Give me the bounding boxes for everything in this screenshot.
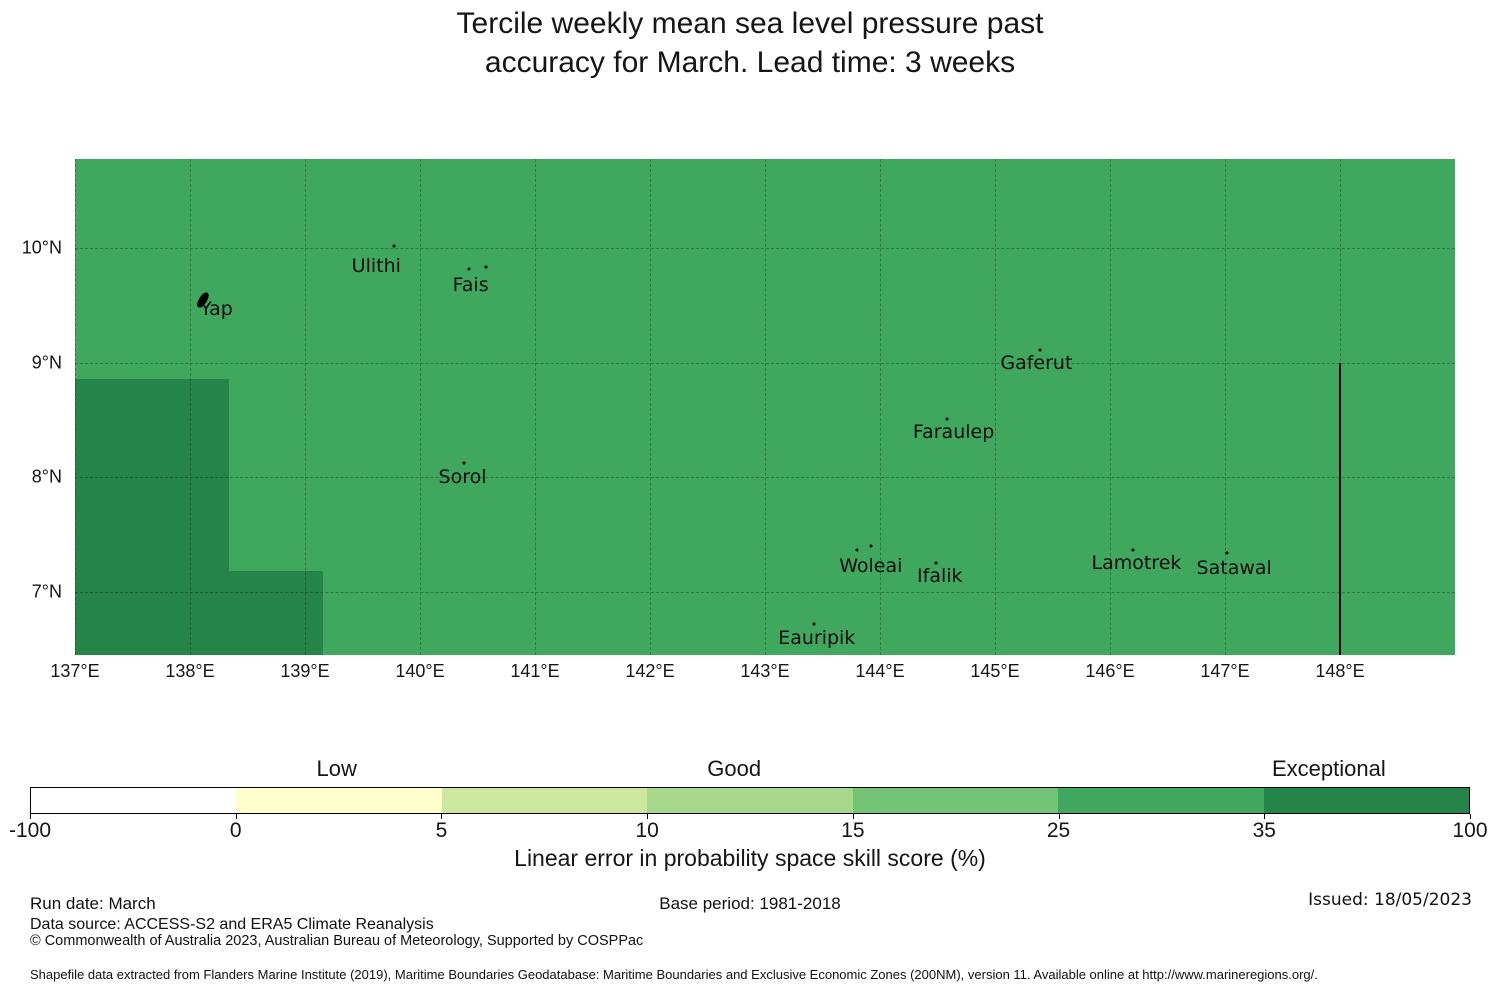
gridline-vertical — [1110, 159, 1111, 655]
gridline-horizontal — [75, 477, 1455, 479]
x-tick-label: 146°E — [1085, 661, 1135, 681]
base-period-text: Base period: 1981-2018 — [659, 894, 841, 913]
colorbar-tick — [1264, 814, 1266, 819]
gridline-vertical — [420, 159, 421, 655]
x-tick-label: 145°E — [970, 661, 1020, 681]
colorbar-tick-label: 100 — [1452, 819, 1488, 842]
page-title-line1: Tercile weekly mean sea level pressure p… — [456, 7, 1044, 40]
gridline-horizontal — [75, 362, 1455, 364]
x-tick-label: 148°E — [1315, 661, 1365, 681]
colorbar-tick-label: 5 — [435, 819, 448, 842]
colorbar-tick-label: 0 — [229, 819, 242, 842]
skill-region-high — [229, 571, 324, 655]
colorbar-tick — [647, 814, 649, 819]
colorbar-tick-label: 10 — [635, 819, 659, 842]
colorbar-segment — [1263, 788, 1469, 813]
colorbar-tick — [1058, 814, 1060, 819]
island-label: Ifalik — [917, 564, 963, 587]
colorbar-segment — [1058, 788, 1264, 813]
colorbar-segment — [852, 788, 1059, 813]
gridline-vertical — [650, 159, 651, 655]
colorbar-tick — [235, 814, 237, 819]
skill-region-high — [75, 378, 230, 655]
data-source-text: Data source: ACCESS-S2 and ERA5 Climate … — [30, 916, 434, 933]
x-tick-label: 144°E — [855, 661, 905, 681]
y-tick-label: 9°N — [31, 352, 62, 373]
island-dot — [467, 267, 471, 271]
island-dot — [812, 622, 816, 626]
y-tick-label: 10°N — [21, 237, 62, 258]
colorbar-segment — [236, 788, 442, 813]
gridline-vertical — [75, 159, 76, 655]
copyright-text: © Commonwealth of Australia 2023, Austra… — [30, 933, 644, 949]
island-dot — [484, 265, 488, 269]
island-dot — [462, 461, 466, 465]
island-dot — [855, 548, 859, 552]
colorbar-category-label: Good — [707, 756, 762, 781]
island-dot — [392, 244, 396, 248]
x-tick-label: 140°E — [395, 661, 445, 681]
colorbar-tick-label: -100 — [8, 819, 52, 842]
island-label: Ulithi — [351, 254, 401, 277]
island-dot — [869, 544, 873, 548]
page-title: Tercile weekly mean sea level pressure p… — [0, 4, 1500, 82]
gridline-vertical — [1225, 159, 1226, 655]
eez-boundary-line — [1339, 362, 1341, 655]
island-label: Fais — [452, 274, 489, 296]
gridline-vertical — [535, 159, 536, 655]
island-label: Yap — [200, 298, 233, 321]
colorbar-category-label: Exceptional — [1272, 756, 1386, 781]
gridline-vertical — [190, 159, 191, 655]
gridline-horizontal — [75, 248, 1455, 250]
colorbar-tick-label: 35 — [1252, 819, 1276, 842]
colorbar-category-label: Low — [316, 756, 357, 781]
colorbar-label: Linear error in probability space skill … — [514, 845, 986, 871]
map-area: Ulithi Fais Yap Gaferut Faraulep Sorol Woleai I… — [75, 159, 1455, 655]
x-tick-label: 142°E — [625, 661, 675, 681]
x-tick-label: 147°E — [1200, 661, 1250, 681]
y-tick-label: 8°N — [31, 466, 62, 487]
island-dot — [1131, 548, 1135, 552]
island-label: Sorol — [438, 466, 487, 489]
colorbar-tick — [441, 814, 443, 819]
gridline-vertical — [880, 159, 881, 655]
gridline-vertical — [305, 159, 306, 655]
island-label: Lamotrek — [1091, 552, 1182, 575]
x-tick-label: 138°E — [165, 661, 215, 681]
colorbar-tick-label: 15 — [841, 819, 865, 842]
colorbar-tick — [852, 814, 854, 819]
island-label: Faraulep — [912, 420, 995, 443]
gridline-vertical — [765, 159, 766, 655]
colorbar-segment — [647, 788, 853, 813]
island-dot — [945, 417, 949, 421]
shapefile-note-text: Shapefile data extracted from Flanders M… — [30, 967, 1318, 982]
y-tick-label: 7°N — [31, 581, 62, 602]
gridline-vertical — [995, 159, 996, 655]
x-tick-label: 141°E — [510, 661, 560, 681]
island-label: Eauripik — [778, 626, 856, 649]
colorbar-segment — [441, 788, 648, 813]
island-dot — [1225, 551, 1229, 555]
page-title-line2: accuracy for March. Lead time: 3 weeks — [484, 46, 1016, 79]
gridline-horizontal — [75, 591, 1455, 593]
island-dot — [1038, 348, 1042, 352]
colorbar-segment — [31, 788, 237, 813]
island-label: Woleai — [839, 554, 903, 577]
colorbar-tick-label: 25 — [1046, 819, 1071, 842]
x-tick-label: 143°E — [740, 661, 790, 681]
island-label: Satawal — [1196, 556, 1272, 579]
island-dot — [934, 561, 938, 565]
run-date-text: Run date: March — [30, 894, 156, 913]
colorbar — [30, 787, 1470, 814]
colorbar-tick — [1470, 814, 1471, 819]
x-tick-label: 139°E — [280, 661, 330, 681]
x-tick-label: 137°E — [50, 661, 100, 681]
island-label: Gaferut — [1000, 351, 1073, 374]
colorbar-tick — [30, 814, 31, 819]
issued-date-text: Issued: 18/05/2023 — [1308, 890, 1472, 910]
